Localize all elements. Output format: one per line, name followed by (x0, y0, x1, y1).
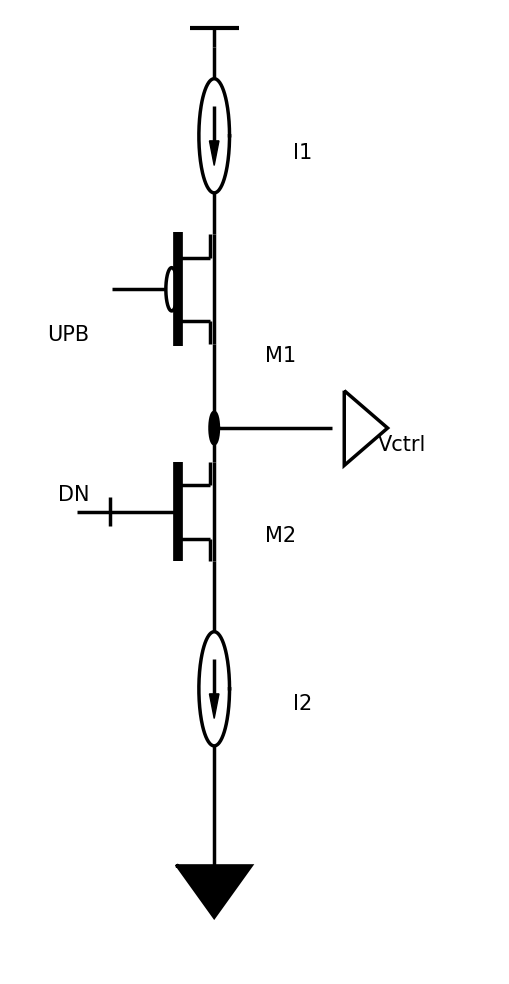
Polygon shape (210, 412, 218, 444)
Polygon shape (209, 694, 218, 718)
Polygon shape (209, 141, 218, 165)
Text: I1: I1 (293, 143, 312, 162)
Text: I2: I2 (293, 694, 312, 713)
Text: UPB: UPB (47, 325, 89, 344)
Text: DN: DN (58, 485, 89, 505)
Text: M2: M2 (265, 526, 296, 546)
Text: M1: M1 (265, 346, 296, 366)
Polygon shape (177, 866, 250, 917)
Text: Vctrl: Vctrl (377, 435, 425, 455)
